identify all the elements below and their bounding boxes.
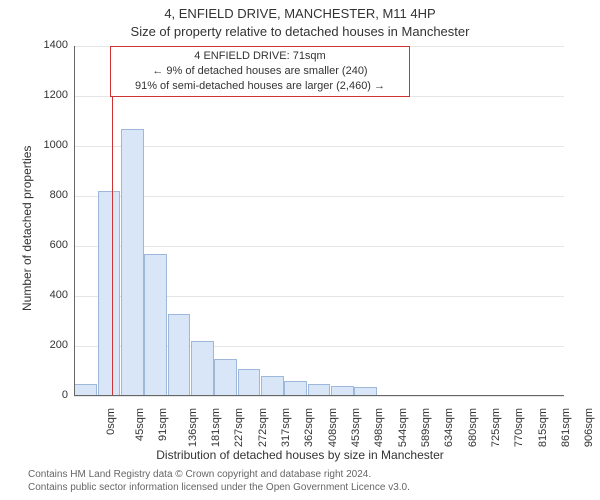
histogram-bar xyxy=(284,381,307,396)
y-axis-label: Number of detached properties xyxy=(20,146,34,311)
annotation-line: ← 9% of detached houses are smaller (240… xyxy=(115,64,405,79)
y-tick-label: 1000 xyxy=(34,139,68,151)
chart-title: 4, ENFIELD DRIVE, MANCHESTER, M11 4HP xyxy=(0,6,600,21)
y-tick-label: 200 xyxy=(34,339,68,351)
x-tick-label: 770sqm xyxy=(513,408,525,447)
histogram-bar xyxy=(144,254,167,397)
x-tick-label: 362sqm xyxy=(303,408,315,447)
y-axis xyxy=(74,46,75,396)
x-tick-label: 861sqm xyxy=(560,408,572,447)
histogram-bar xyxy=(98,191,121,396)
histogram-bar xyxy=(191,341,214,396)
x-tick-label: 544sqm xyxy=(397,408,409,447)
y-tick-label: 400 xyxy=(34,289,68,301)
x-tick-label: 136sqm xyxy=(187,408,199,447)
x-axis-label: Distribution of detached houses by size … xyxy=(0,448,600,462)
x-tick-label: 91sqm xyxy=(157,408,169,441)
gridline xyxy=(74,146,564,147)
x-tick-label: 453sqm xyxy=(350,408,362,447)
x-tick-label: 0sqm xyxy=(105,408,117,435)
y-tick-label: 600 xyxy=(34,239,68,251)
y-tick-label: 0 xyxy=(34,389,68,401)
histogram-bar xyxy=(168,314,191,397)
x-tick-label: 181sqm xyxy=(210,408,222,447)
reference-line xyxy=(112,46,113,396)
histogram-bar xyxy=(261,376,284,396)
x-tick-label: 498sqm xyxy=(373,408,385,447)
x-tick-label: 634sqm xyxy=(443,408,455,447)
x-tick-label: 317sqm xyxy=(280,408,292,447)
x-tick-label: 227sqm xyxy=(233,408,245,447)
x-tick-label: 272sqm xyxy=(257,408,269,447)
x-tick-label: 725sqm xyxy=(490,408,502,447)
annotation-box: 4 ENFIELD DRIVE: 71sqm ← 9% of detached … xyxy=(110,46,410,97)
histogram-bar xyxy=(214,359,237,397)
x-tick-label: 589sqm xyxy=(420,408,432,447)
x-tick-label: 906sqm xyxy=(583,408,595,447)
gridline xyxy=(74,246,564,247)
x-tick-label: 45sqm xyxy=(134,408,146,441)
y-tick-label: 1200 xyxy=(34,89,68,101)
footer-line-1: Contains HM Land Registry data © Crown c… xyxy=(28,468,371,481)
x-tick-label: 408sqm xyxy=(327,408,339,447)
x-tick-label: 815sqm xyxy=(537,408,549,447)
gridline xyxy=(74,396,564,397)
gridline xyxy=(74,196,564,197)
annotation-line: 91% of semi-detached houses are larger (… xyxy=(115,79,405,94)
y-tick-label: 1400 xyxy=(34,39,68,51)
chart-subtitle: Size of property relative to detached ho… xyxy=(0,24,600,39)
plot-area xyxy=(74,46,564,396)
annotation-line: 4 ENFIELD DRIVE: 71sqm xyxy=(115,49,405,64)
x-tick-label: 680sqm xyxy=(467,408,479,447)
y-tick-label: 800 xyxy=(34,189,68,201)
histogram-bar xyxy=(121,129,144,397)
histogram-bar xyxy=(238,369,261,397)
footer-line-2: Contains public sector information licen… xyxy=(28,481,410,494)
x-axis xyxy=(74,395,564,396)
